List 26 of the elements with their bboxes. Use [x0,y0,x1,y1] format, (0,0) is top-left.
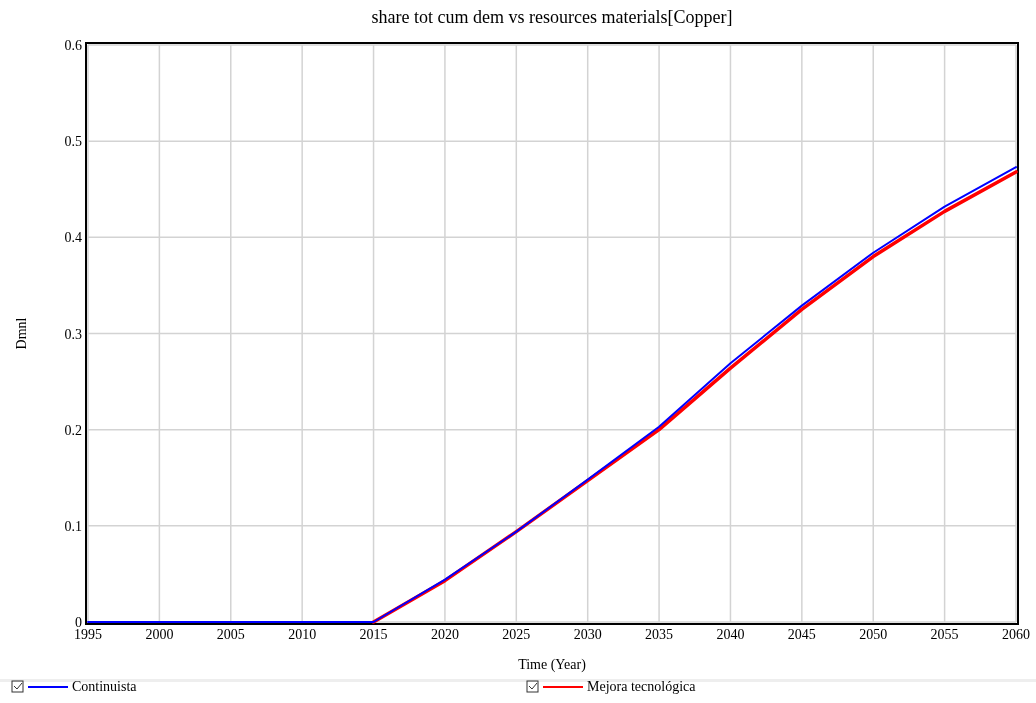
x-tick-label: 2020 [430,627,459,642]
y-tick-label: 0 [75,615,82,630]
x-tick-label: 2055 [930,627,959,642]
legend-label: Continuista [72,679,138,694]
y-tick-label: 0.4 [64,230,82,246]
y-tick-label: 0.3 [64,326,82,342]
x-tick-label: 2015 [359,627,388,642]
x-tick-label: 2045 [787,627,816,642]
x-tick-label: 2050 [859,627,888,642]
x-tick-label: 2035 [645,627,674,642]
y-tick-label: 0.1 [64,518,82,534]
x-tick-label: 2010 [288,627,317,642]
y-axis-title: Dmnl [14,317,29,350]
y-tick-label: 0.5 [64,134,82,150]
x-tick-label: 2040 [716,627,745,642]
chart-title: share tot cum dem vs resources materials[Copper] [371,7,733,27]
x-tick-label: 1995 [74,627,102,642]
x-tick-label: 2005 [216,627,245,642]
x-axis-title: Time (Year) [518,657,587,673]
x-tick-label: 2030 [573,627,602,642]
y-tick-label: 0.2 [64,422,82,438]
x-tick-label: 2000 [145,627,174,642]
x-tick-label: 2060 [1002,627,1030,642]
x-tick-label: 2025 [502,627,531,642]
y-tick-label: 0.6 [64,38,82,53]
legend-label: Mejora tecnológica [587,679,697,694]
